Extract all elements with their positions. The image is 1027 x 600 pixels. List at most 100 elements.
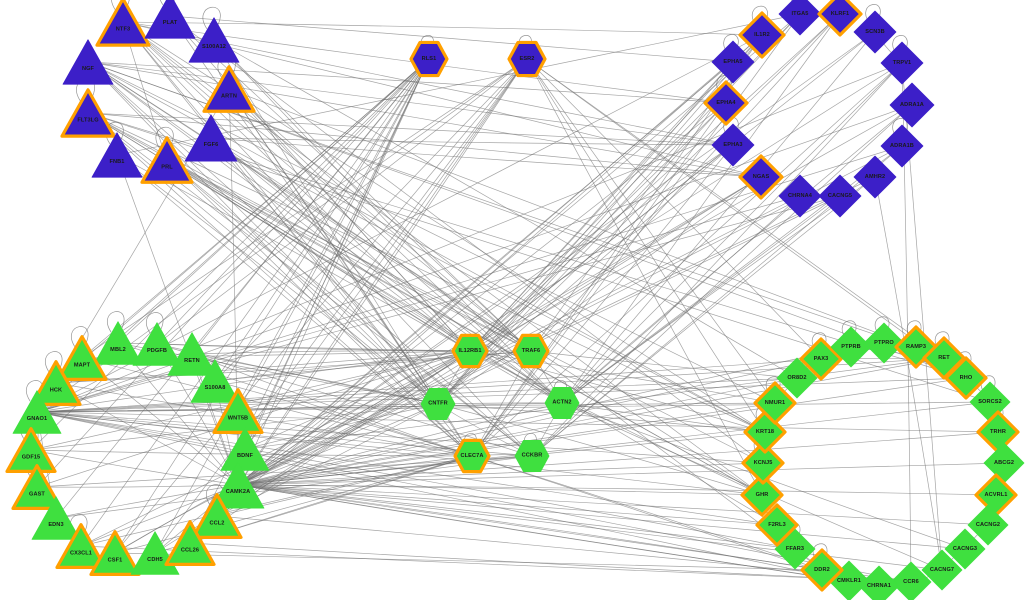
edge <box>36 401 991 413</box>
edge <box>214 58 528 382</box>
edge <box>561 62 903 404</box>
edge <box>36 411 796 550</box>
edge <box>530 350 798 379</box>
edge <box>561 195 801 404</box>
graph-node-il12rb1[interactable]: IL12RB1 <box>448 330 492 372</box>
graph-node-cckbr[interactable]: CCKBR <box>512 438 552 475</box>
edge <box>216 176 762 517</box>
edge <box>114 350 471 554</box>
edge <box>87 61 439 405</box>
edge <box>36 195 841 413</box>
edge <box>526 58 945 359</box>
edge <box>237 484 823 571</box>
edge <box>36 377 967 413</box>
edge <box>237 350 532 486</box>
edge <box>87 61 766 433</box>
graph-node-artn[interactable]: ARTN <box>199 62 259 117</box>
edge <box>471 144 734 457</box>
edge <box>154 350 471 554</box>
edge <box>210 137 439 405</box>
edge <box>107 311 125 333</box>
graph-node-fgf6[interactable]: FGF6 <box>182 112 240 164</box>
edge <box>114 58 430 554</box>
graph-node-rls1[interactable]: RLS1 <box>406 37 452 81</box>
edge <box>117 58 430 344</box>
edge <box>30 58 430 451</box>
edge <box>122 21 766 433</box>
graph-node-amhr2[interactable]: AMHR2 <box>851 153 899 201</box>
edge <box>202 7 221 29</box>
edge <box>237 34 763 486</box>
edge <box>437 403 763 496</box>
edge <box>237 62 903 486</box>
edge <box>980 375 996 394</box>
edge <box>237 144 734 486</box>
graph-node-s100a12[interactable]: S100A12 <box>186 15 242 65</box>
edge <box>36 58 430 488</box>
edge <box>55 484 239 519</box>
edge <box>526 58 766 433</box>
edge <box>216 455 473 517</box>
edge <box>437 403 766 433</box>
edge <box>87 112 766 433</box>
edge <box>561 402 766 433</box>
edge <box>116 154 439 405</box>
graph-node-or8d2[interactable]: OR8D2 <box>774 355 820 401</box>
edge <box>471 62 903 457</box>
edge <box>36 195 801 413</box>
graph-node-clec7a[interactable]: CLEC7A <box>450 435 494 477</box>
edge <box>210 137 563 404</box>
edge <box>87 61 762 178</box>
edge <box>80 455 473 547</box>
edge <box>531 62 903 457</box>
edge <box>156 58 528 345</box>
edge <box>87 112 532 352</box>
graph-node-traf6[interactable]: TRAF6 <box>509 330 553 372</box>
edge <box>169 15 764 464</box>
graph-node-esr2[interactable]: ESR2 <box>504 37 550 81</box>
edge <box>87 61 776 404</box>
graph-node-cntfr[interactable]: CNTFR <box>418 386 458 423</box>
edge <box>237 58 528 486</box>
edge <box>80 58 430 547</box>
edge <box>237 176 876 486</box>
edge <box>55 350 471 384</box>
edge <box>114 58 528 554</box>
graph-node-ngf[interactable]: NGF <box>60 37 116 87</box>
edge <box>561 13 841 404</box>
edge <box>237 484 989 526</box>
edge <box>469 13 801 352</box>
edge <box>81 58 528 359</box>
edge <box>216 58 528 517</box>
edge <box>237 102 727 486</box>
edge <box>114 455 473 554</box>
edge <box>122 21 563 404</box>
edge <box>237 31 876 486</box>
edge <box>237 403 439 486</box>
edge <box>530 13 841 352</box>
edge <box>166 159 532 352</box>
edge <box>237 462 1005 486</box>
edge <box>237 401 991 486</box>
edge <box>874 176 943 571</box>
edge <box>116 154 239 486</box>
edge <box>526 58 776 404</box>
graph-node-actn2[interactable]: ACTN2 <box>542 385 582 422</box>
edge <box>122 21 533 457</box>
edge <box>469 144 734 352</box>
edge <box>36 411 763 496</box>
edge <box>155 127 174 149</box>
edge <box>237 61 734 486</box>
edge <box>237 350 471 412</box>
edge <box>531 104 913 457</box>
edge <box>36 350 471 413</box>
edge <box>865 4 881 23</box>
edge <box>80 484 239 547</box>
edge <box>237 357 945 486</box>
edge <box>723 34 739 53</box>
edge <box>716 75 732 94</box>
edge <box>191 353 439 405</box>
edge <box>237 377 798 486</box>
graph-node-ccl26[interactable]: CCL26 <box>161 516 219 569</box>
